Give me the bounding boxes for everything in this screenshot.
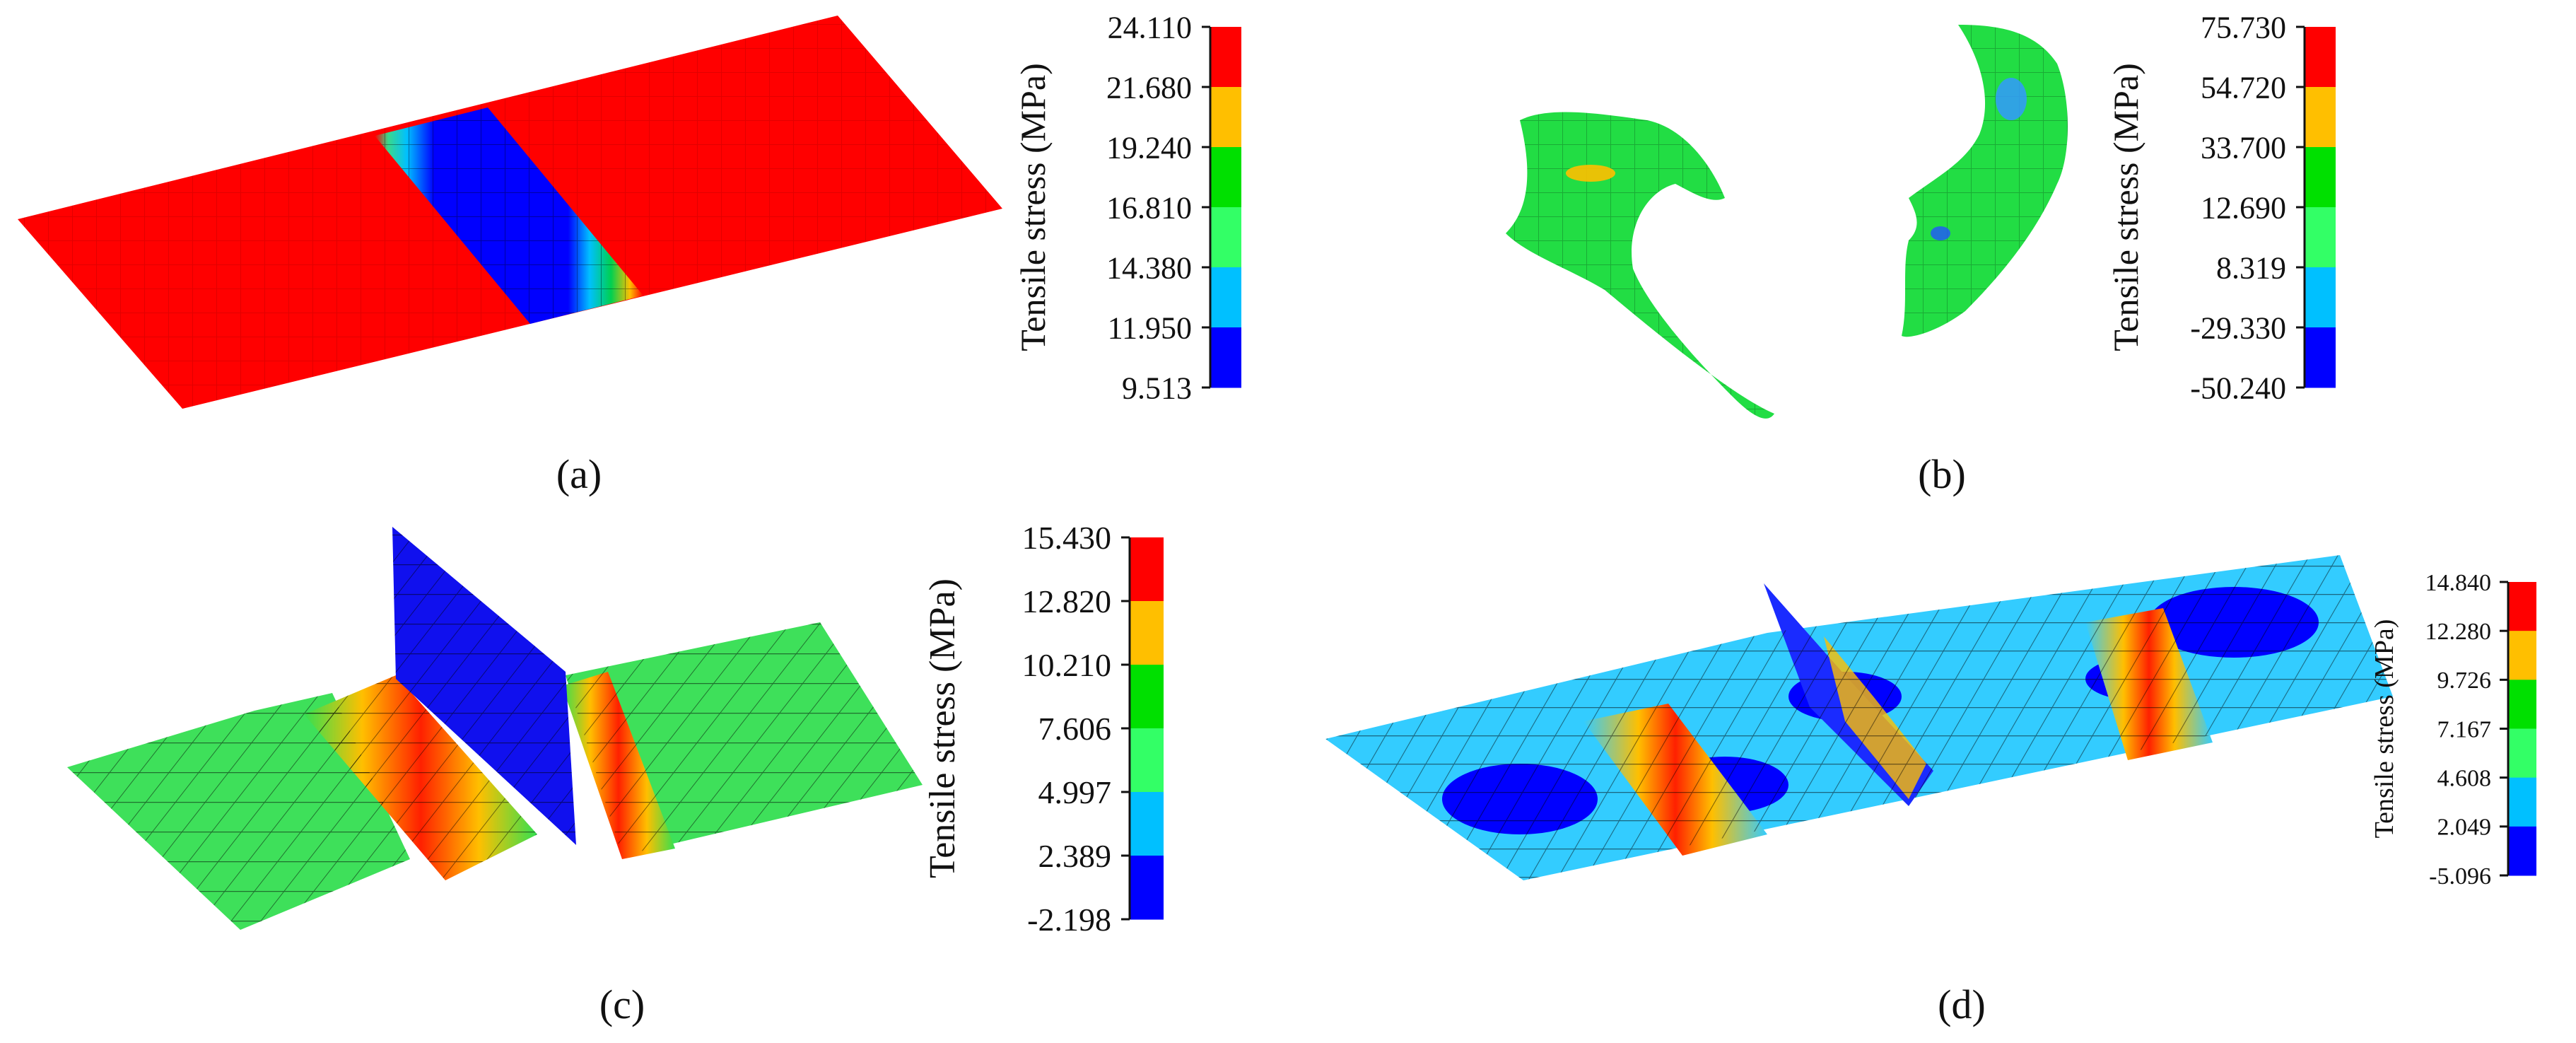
panel-b-colorbar-segment-4 [2305,267,2336,328]
panel-a-colorbar-tick-label-1: 21.680 [1106,70,1192,105]
panel-d-mesh [1325,555,2393,880]
panel-c-plate-mesh [67,693,410,930]
panel-a-label: (a) [556,451,602,497]
panel-d-colorbar-segment-2 [2508,680,2536,729]
panel-c-colorbar-tick-label-2: 10.210 [1022,647,1112,683]
panel-a-colorbar-tick-label-4: 14.380 [1106,250,1192,285]
panel-b-colorbar-title: Tensile stress (MPa) [2106,63,2145,351]
panel-d-colorbar-segment-1 [2508,631,2536,680]
panel-a-colorbar-segment-5 [1210,327,1241,388]
panel-c-colorbar-tick-label-3: 7.606 [1038,711,1112,747]
panel-d-colorbar-segment-5 [2508,826,2536,876]
panel-c-colorbar: 15.430 12.820 10.210 7.606 4.997 2.389 -2.198 T… [923,520,1164,938]
panel-d-mesh-plot [1325,555,2393,880]
panel-b-left-hotspot [1566,165,1615,182]
panel-c-colorbar-tick-label-1: 12.820 [1022,583,1112,619]
panel-b-colorbar-tick-label-1: 54.720 [2201,70,2286,105]
panel-a-colorbar-tick-label-2: 19.240 [1106,130,1192,165]
panel-b-label: (b) [1918,451,1966,497]
panel-a-colorbar-segment-0 [1210,27,1241,88]
panel-b-colorbar-segment-5 [2305,327,2336,388]
panel-b-left-mesh [1506,112,1774,419]
panel-d-colorbar: 14.840 12.280 9.726 7.167 4.608 2.049 -5.096 Te… [2370,570,2536,890]
panel-c-mesh-plot [67,527,923,930]
panel-d-colorbar-tick-label-2: 9.726 [2437,668,2492,694]
panel-b-right-lowspot [1931,226,1950,240]
panel-d-colorbar-segment-0 [2508,582,2536,631]
panel-c-colorbar-tick-label-0: 15.430 [1022,520,1112,556]
panel-c-colorbar-tick-label-5: 2.389 [1038,838,1112,874]
panel-c-colorbar-segment-4 [1130,792,1164,856]
panel-c-colorbar-title: Tensile stress (MPa) [923,578,963,878]
panel-a-colorbar-tick-label-5: 11.950 [1108,310,1192,345]
panel-a-colorbar-title: Tensile stress (MPa) [1013,63,1053,351]
panel-b-colorbar: 75.730 54.720 33.700 12.690 8.319 -29.330 -50.… [2106,10,2336,405]
panel-c: 15.430 12.820 10.210 7.606 4.997 2.389 -2.198 T… [67,520,1164,1027]
panel-a: 24.110 21.680 19.240 16.810 14.380 11.950 9.51… [18,10,1241,497]
panel-c-ridge-mesh [304,675,537,880]
panel-d-colorbar-segment-4 [2508,777,2536,827]
panel-d-colorbar-title: Tensile stress (MPa) [2370,619,2399,839]
panel-b-colorbar-tick-label-2: 33.700 [2201,130,2286,165]
panel-a-colorbar: 24.110 21.680 19.240 16.810 14.380 11.950 9.51… [1013,10,1241,405]
panel-b-right-hotspot [1996,78,2027,120]
panel-c-colorbar-tick-label-6: -2.198 [1027,902,1111,938]
panel-a-colorbar-segment-4 [1210,267,1241,328]
panel-d-colorbar-tick-label-0: 14.840 [2425,570,2492,596]
panel-a-colorbar-segment-2 [1210,147,1241,208]
panel-b-colorbar-tick-label-6: -50.240 [2190,371,2286,405]
panel-b-colorbar-segment-2 [2305,147,2336,208]
panel-a-colorbar-segment-3 [1210,207,1241,268]
panel-c-label: (c) [599,981,645,1027]
panel-a-mesh-plot [18,16,1002,409]
panel-d: 14.840 12.280 9.726 7.167 4.608 2.049 -5.096 Te… [1325,555,2536,1027]
panel-c-colorbar-segment-0 [1130,537,1164,602]
panel-b-colorbar-segment-3 [2305,207,2336,268]
panel-d-colorbar-tick-label-4: 4.608 [2437,766,2492,792]
panel-c-right-mesh [566,622,923,856]
panel-b-colorbar-tick-label-0: 75.730 [2201,10,2286,45]
panel-b-colorbar-tick-label-4: 8.319 [2216,250,2286,285]
panel-c-colorbar-segment-3 [1130,728,1164,793]
panel-d-colorbar-tick-label-6: -5.096 [2429,863,2491,890]
panel-a-colorbar-tick-label-3: 16.810 [1106,190,1192,225]
panel-c-wall-mesh [392,527,576,845]
panel-a-colorbar-tick-label-0: 24.110 [1108,10,1192,45]
panel-d-colorbar-tick-label-1: 12.280 [2425,619,2492,645]
panel-a-strip-mesh [375,107,643,324]
panel-a-colorbar-tick-label-6: 9.513 [1122,371,1192,405]
panel-d-colorbar-tick-label-3: 7.167 [2437,716,2492,742]
panel-b: 75.730 54.720 33.700 12.690 8.319 -29.330 -50.… [1506,10,2336,497]
panel-c-colorbar-segment-5 [1130,856,1164,920]
panel-c-colorbar-tick-label-4: 4.997 [1038,774,1112,810]
panel-d-colorbar-segment-3 [2508,728,2536,779]
panel-c-colorbar-segment-2 [1130,665,1164,729]
panel-b-mesh-plot [1506,25,2068,419]
panel-c-colorbar-segment-1 [1130,601,1164,665]
panel-a-colorbar-segment-1 [1210,87,1241,148]
panel-b-colorbar-segment-0 [2305,27,2336,88]
panel-b-colorbar-segment-1 [2305,87,2336,148]
panel-b-colorbar-tick-label-5: -29.330 [2190,310,2286,345]
panel-d-label: (d) [1938,981,1986,1027]
panel-b-right-mesh [1902,25,2068,337]
panel-b-colorbar-tick-label-3: 12.690 [2201,190,2286,225]
panel-d-colorbar-tick-label-5: 2.049 [2437,815,2492,841]
